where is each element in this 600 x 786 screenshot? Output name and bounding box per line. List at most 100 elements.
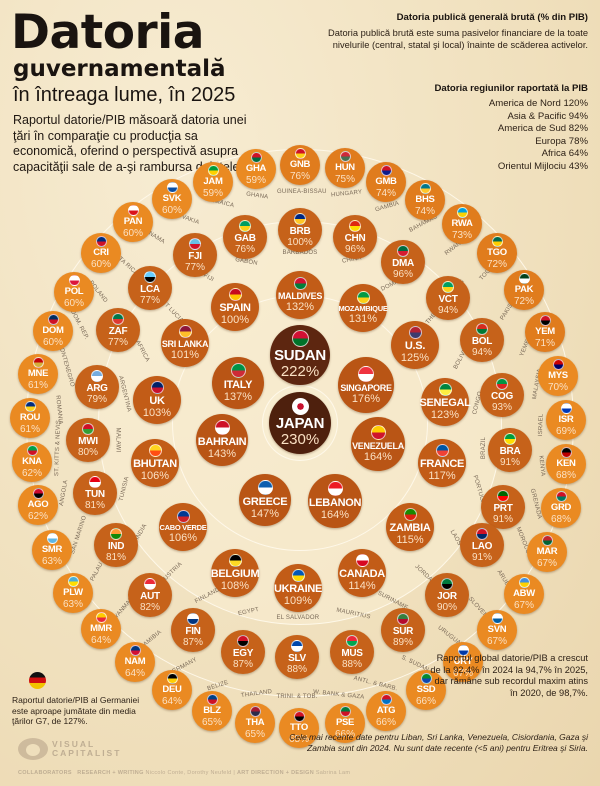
flag-icon — [491, 236, 503, 248]
country-code: BELGIUM — [210, 568, 260, 580]
flag-icon — [89, 475, 101, 488]
debt-value: 77% — [184, 261, 205, 273]
country-bubble: BRA 91% — [488, 428, 532, 472]
debt-value: 77% — [107, 336, 128, 348]
country-code: KEN — [556, 458, 576, 470]
country-bubble: PSE 66% — [325, 703, 365, 743]
debt-value: 64% — [161, 695, 182, 707]
country-name-label: St. Kitts & Nevis — [54, 419, 63, 477]
country-name-label: Guinea-Bissau — [277, 189, 327, 195]
country-code: CABO VERDE — [159, 522, 207, 532]
debt-value: 96% — [392, 268, 413, 280]
country-code: ROU — [19, 412, 41, 424]
country-bubble: GHA 59% — [236, 149, 276, 189]
logo-text: VISUAL CAPITALIST — [52, 740, 121, 758]
country-bubble: PAK 72% — [504, 270, 544, 310]
country-bubble: KNA 62% — [12, 442, 52, 482]
debt-value: 164% — [320, 509, 350, 521]
country-code: FJI — [188, 250, 202, 262]
flag-icon — [380, 165, 392, 177]
logo-line1: VISUAL — [52, 739, 96, 749]
country-code: MMR — [90, 623, 112, 635]
country-bubble: BHS 74% — [405, 180, 445, 220]
country-code: SINGAPORE — [340, 382, 392, 393]
country-bubble: BAHRAIN 143% — [196, 414, 248, 466]
country-code: BLZ — [203, 705, 221, 717]
country-bubble: ISR 69% — [546, 400, 586, 440]
country-bubble: LAO 91% — [460, 523, 504, 567]
flag-icon — [32, 488, 44, 500]
country-code: LEBANON — [308, 497, 362, 509]
country-code: ABW — [513, 588, 535, 600]
flag-icon — [166, 182, 178, 194]
flag-icon — [291, 330, 309, 347]
debt-value: 88% — [341, 658, 362, 670]
global-note: Raportul global datorie/PIB a crescut de… — [430, 653, 588, 698]
legend-description: Datoria publică brută este suma pasivelo… — [328, 28, 588, 50]
country-bubble: U.S. 125% — [391, 321, 439, 369]
flag-icon — [541, 535, 553, 547]
country-bubble: MNE 61% — [18, 354, 58, 394]
debt-value: 68% — [555, 469, 576, 481]
debt-value: 66% — [334, 728, 355, 740]
credits: COLLABORATORS RESEARCH + WRITING Niccolo… — [18, 770, 351, 776]
country-bubble: GRD 68% — [541, 488, 581, 528]
flag-icon — [339, 151, 351, 163]
debt-value: 59% — [245, 174, 266, 186]
debt-value: 137% — [223, 391, 253, 403]
country-code: COG — [491, 390, 513, 402]
debt-value: 67% — [486, 635, 507, 647]
country-code: SVN — [487, 624, 507, 636]
country-bubble: SUDAN 222% — [270, 325, 330, 385]
country-code: SUR — [392, 625, 414, 637]
debt-value: 89% — [392, 636, 413, 648]
country-code: TUN — [85, 488, 105, 500]
legend-heading: Datoria publică generală brută (% din PI… — [396, 12, 588, 23]
flag-icon — [68, 275, 80, 287]
region-heading: Datoria regiunilor raportată la PIB — [434, 83, 588, 94]
debt-value: 65% — [288, 733, 309, 745]
debt-value: 67% — [513, 599, 534, 611]
flag-icon — [419, 183, 431, 195]
debt-value: 143% — [207, 448, 237, 460]
country-code: U.S. — [404, 340, 426, 352]
country-bubble: MUS 88% — [330, 630, 374, 674]
country-name-label: Argentina — [116, 375, 132, 413]
country-code: BRB — [289, 225, 311, 237]
flag-icon — [504, 432, 516, 445]
country-bubble: VCT 94% — [426, 276, 470, 320]
country-code: PRT — [493, 502, 513, 514]
country-bubble: POL 60% — [54, 272, 94, 312]
credits-research-label: RESEARCH + WRITING — [77, 770, 144, 776]
debt-value: 164% — [363, 451, 393, 463]
debt-value: 81% — [105, 551, 126, 563]
country-code: THA — [245, 717, 265, 729]
country-code: SLV — [288, 652, 306, 664]
debt-value: 61% — [27, 379, 48, 391]
country-code: SPAIN — [219, 302, 251, 314]
debt-value: 62% — [27, 510, 48, 522]
debt-value: 100% — [287, 236, 313, 248]
debt-value: 176% — [351, 392, 381, 405]
flag-icon — [67, 576, 79, 588]
debt-value: 117% — [428, 470, 456, 482]
country-name-label: Gambia — [374, 200, 400, 214]
country-code: VENEZUELA — [352, 441, 404, 451]
flag-icon — [539, 315, 551, 327]
page-subtitle: în întreaga lume, în 2025 — [13, 84, 236, 106]
debt-value: 68% — [550, 513, 571, 525]
country-bubble: HUN 75% — [325, 148, 365, 188]
country-code: BHS — [415, 194, 435, 206]
debt-value: 94% — [437, 304, 458, 316]
debt-value: 60% — [90, 258, 111, 270]
country-code: URY — [453, 656, 473, 668]
flag-icon — [230, 363, 246, 378]
flag-icon — [95, 236, 107, 248]
debt-value: 60% — [122, 227, 143, 239]
region-item: Europa 78% — [535, 135, 588, 147]
country-code: TGO — [487, 247, 507, 259]
country-name-label: Brazil — [481, 436, 488, 460]
debt-value: 77% — [139, 294, 160, 306]
flag-icon — [560, 447, 572, 459]
country-code: UK — [149, 395, 165, 407]
